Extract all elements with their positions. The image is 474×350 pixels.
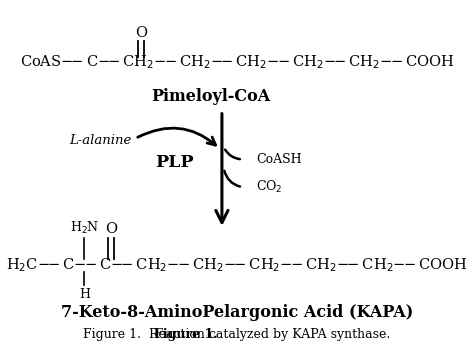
Text: H$_2$C$-\!\!-$C$-\!\!-$C$-\!\!-$CH$_2$$-\!\!-$CH$_2$$-\!\!-$CH$_2$$-\!\!-$CH$_2$: H$_2$C$-\!\!-$C$-\!\!-$C$-\!\!-$CH$_2$$-…: [6, 257, 468, 274]
Text: L-alanine: L-alanine: [69, 134, 131, 147]
Text: Figure 1.  Reaction catalyzed by KAPA synthase.: Figure 1. Reaction catalyzed by KAPA syn…: [83, 328, 391, 341]
FancyArrowPatch shape: [225, 150, 240, 159]
FancyArrowPatch shape: [224, 171, 240, 187]
Text: O: O: [105, 222, 117, 236]
Text: 7-Keto-8-AminoPelargonic Acid (KAPA): 7-Keto-8-AminoPelargonic Acid (KAPA): [61, 304, 413, 321]
Text: Figure 1.: Figure 1.: [155, 328, 218, 341]
Text: Pimeloyl-CoA: Pimeloyl-CoA: [151, 88, 270, 105]
Text: CO$_2$: CO$_2$: [256, 179, 283, 195]
Text: CoAS$-\!\!-$C$-\!\!-$CH$_2$$-\!\!-$CH$_2$$-\!\!-$CH$_2$$-\!\!-$CH$_2$$-\!\!-$CH$: CoAS$-\!\!-$C$-\!\!-$CH$_2$$-\!\!-$CH$_2…: [20, 53, 454, 71]
Text: H$_2$N: H$_2$N: [70, 220, 99, 236]
Text: CoASH: CoASH: [256, 153, 301, 166]
FancyArrowPatch shape: [137, 128, 216, 145]
Text: O: O: [135, 26, 147, 40]
Text: H: H: [79, 288, 90, 301]
Text: PLP: PLP: [155, 154, 194, 172]
